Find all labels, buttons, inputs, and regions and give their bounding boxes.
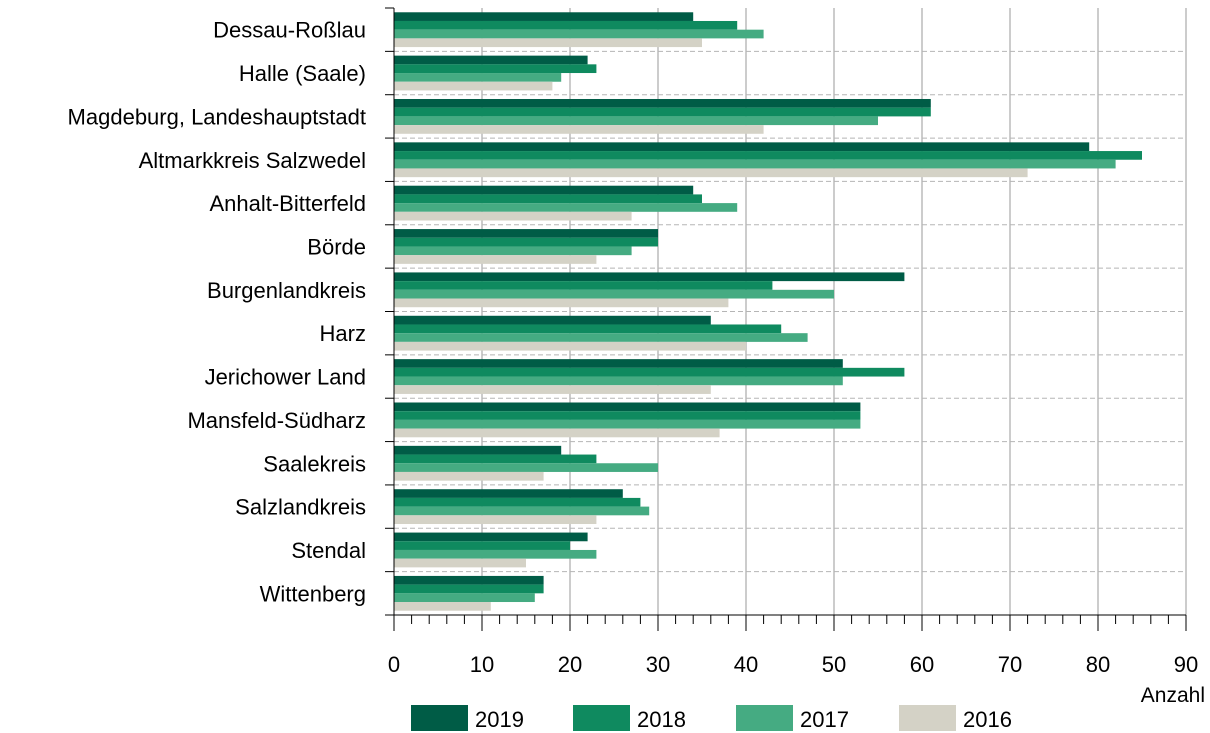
x-tick-labels: 0 10 20 30 40 50 60 70 80 90 [388,652,1198,677]
bar-2018 [394,151,1142,160]
bar-2017 [394,159,1116,169]
bar-2016 [394,385,711,394]
bar-2016 [394,211,632,221]
bar-2018 [394,497,641,507]
bar-2018 [394,194,702,204]
bar-2019 [394,402,861,412]
bar-2017 [394,593,535,603]
category-label: Salzlandkreis [235,495,366,520]
bar-2017 [394,203,738,212]
axes [385,7,1187,631]
bar-2016 [394,298,729,308]
bar-2017 [394,29,764,39]
category-label: Saalekreis [263,451,366,476]
bar-2019 [394,272,905,282]
bar-2019 [394,229,658,238]
legend: 2019 2018 2017 2016 [411,705,1012,732]
bar-2016 [394,602,491,611]
bar-2017 [394,376,843,386]
bar-2019 [394,55,588,65]
x-tick-label: 90 [1174,652,1198,677]
category-label: Halle (Saale) [239,61,366,86]
legend-swatch-2019 [411,705,468,731]
bar-2018 [394,281,773,290]
bar-2018 [394,411,861,420]
bar-2018 [394,367,905,377]
category-label: Jerichower Land [205,365,366,390]
x-tick-label: 80 [1086,652,1110,677]
bar-2018 [394,584,544,594]
bar-2016 [394,168,1028,178]
x-tick-label: 0 [388,652,400,677]
category-label: Altmarkkreis Salzwedel [139,148,366,173]
category-label: Magdeburg, Landeshauptstadt [68,104,366,129]
x-tick-label: 50 [822,652,846,677]
bar-2019 [394,185,694,195]
category-label: Börde [307,234,366,259]
category-label: Dessau-Roßlau [213,18,366,43]
bar-2016 [394,428,720,438]
bar-2017 [394,116,878,126]
bar-2017 [394,289,834,299]
bar-2016 [394,471,544,481]
legend-swatch-2018 [573,705,630,731]
bar-2019 [394,489,623,498]
x-axis-label: Anzahl [1141,684,1205,707]
x-tick-label: 60 [910,652,934,677]
x-tick-label: 40 [734,652,758,677]
bar-2018 [394,107,931,117]
x-tick-label: 70 [998,652,1022,677]
bar-2016 [394,125,764,134]
x-tick-label: 30 [646,652,670,677]
bar-2017 [394,506,650,516]
bar-2016 [394,515,597,525]
bars [394,12,1142,611]
bar-2016 [394,255,597,264]
category-label: Harz [320,321,366,346]
bar-2017 [394,333,808,342]
bar-2019 [394,315,711,325]
category-label: Mansfeld-Südharz [187,408,366,433]
x-tick-label: 20 [558,652,582,677]
bar-2018 [394,454,597,464]
legend-swatch-2017 [736,705,793,731]
x-tick-label: 10 [470,652,494,677]
bar-2017 [394,73,562,82]
legend-label: 2017 [800,707,849,732]
category-label: Stendal [291,538,366,563]
bar-2019 [394,12,694,21]
bar-2016 [394,341,746,351]
bar-2019 [394,98,931,108]
bar-2018 [394,237,658,247]
legend-swatch-2016 [899,705,956,731]
category-label: Wittenberg [260,581,366,606]
bar-2016 [394,38,702,48]
bar-2019 [394,445,562,455]
category-label: Anhalt-Bitterfeld [209,191,366,216]
bar-2019 [394,142,1090,152]
bar-2016 [394,558,526,568]
bar-2018 [394,324,782,334]
bar-2016 [394,81,553,91]
bar-2017 [394,549,597,559]
legend-label: 2019 [475,707,524,732]
bar-2019 [394,359,843,368]
category-labels: Dessau-Roßlau Halle (Saale) Magdeburg, Lan… [68,18,366,607]
bar-2018 [394,20,738,30]
bar-2019 [394,575,544,585]
bar-2017 [394,463,658,472]
bar-2017 [394,419,861,429]
category-label: Burgenlandkreis [207,278,366,303]
bar-2018 [394,541,570,550]
bar-2018 [394,64,597,74]
legend-label: 2018 [637,707,686,732]
bar-2017 [394,246,632,256]
legend-label: 2016 [963,707,1012,732]
bar-2019 [394,532,588,542]
